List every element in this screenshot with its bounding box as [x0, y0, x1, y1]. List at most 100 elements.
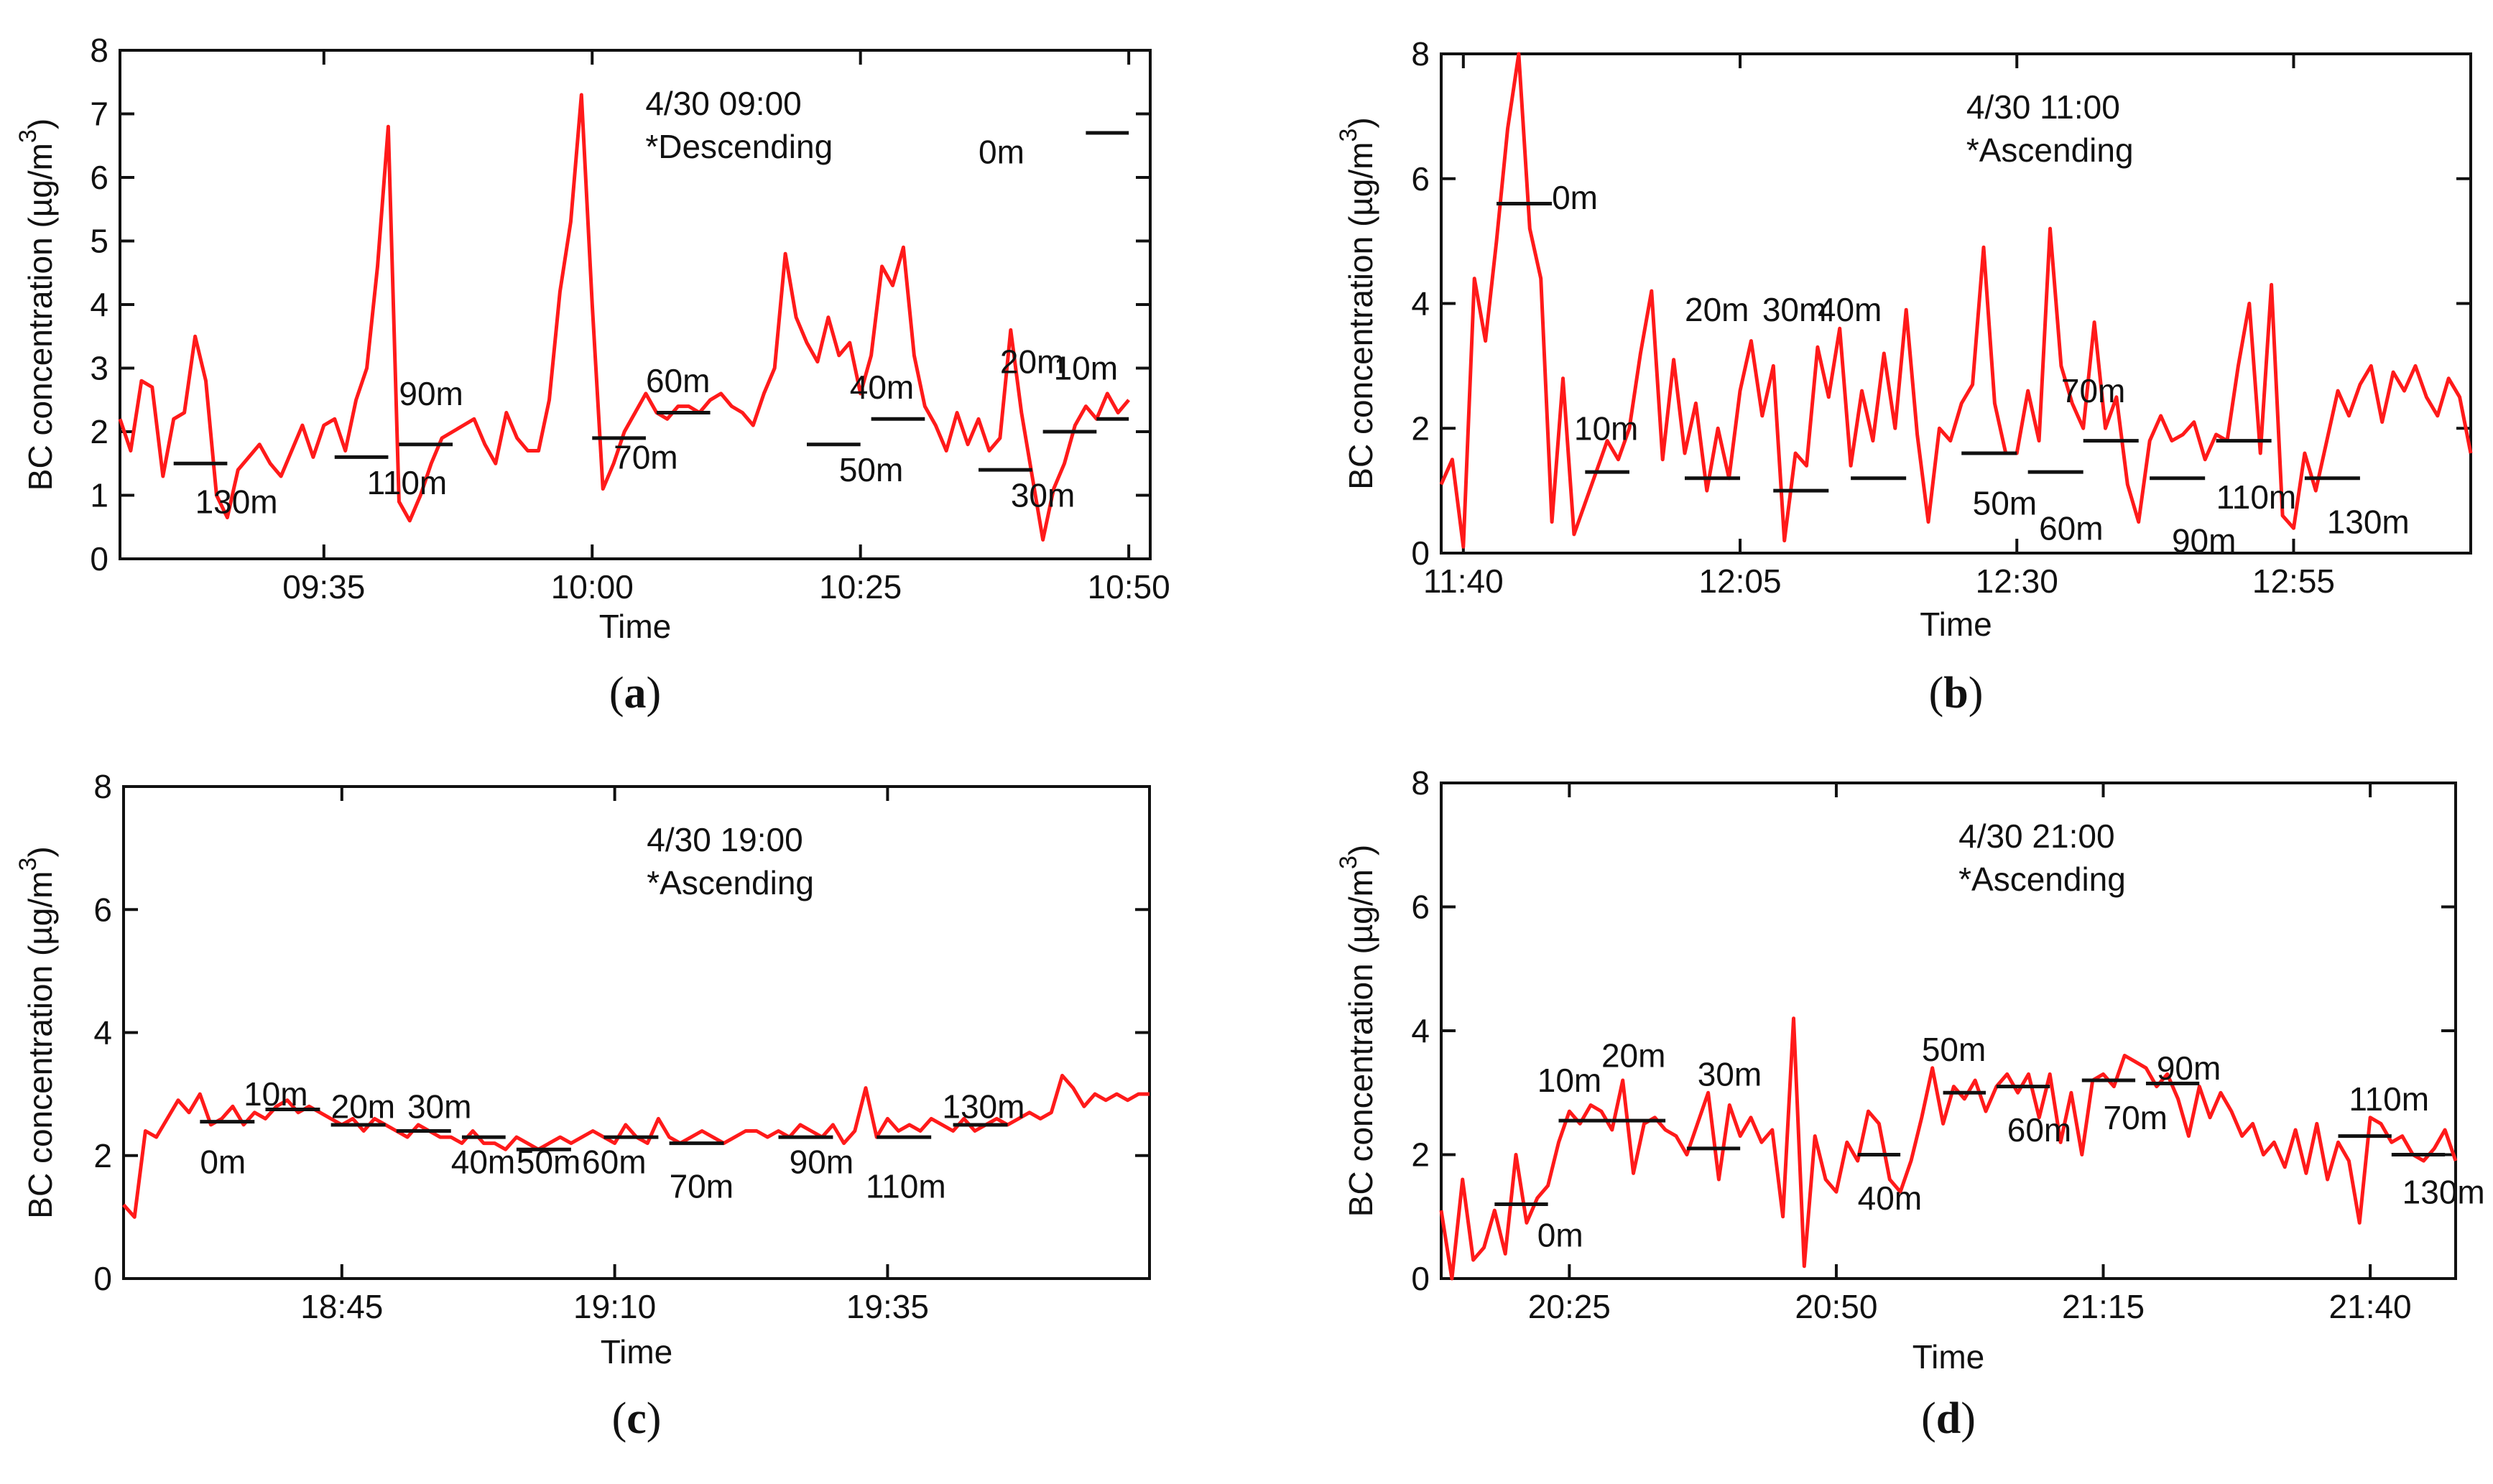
x-tick-label: 12:30: [1976, 562, 2058, 600]
y-tick-label: 4: [1411, 285, 1430, 323]
x-tick-label: 11:40: [1423, 562, 1504, 600]
annotation-direction: *Ascending: [1958, 861, 2126, 898]
y-axis-label-text: BC concentration (µg/m: [22, 143, 59, 491]
y-tick-label: 6: [1411, 160, 1430, 198]
x-axis-label: Time: [599, 608, 672, 645]
x-axis-label: Time: [1920, 606, 1992, 643]
level-label-40m: 40m: [1818, 291, 1882, 328]
y-tick-label: 8: [1411, 35, 1430, 73]
caption-letter: d: [1936, 1394, 1961, 1443]
y-axis-label: BC concentration (µg/m3): [14, 119, 59, 491]
y-tick-label: 4: [93, 1014, 112, 1052]
panel-caption: (a): [609, 669, 661, 718]
annotation-direction: *Ascending: [1966, 131, 2134, 169]
level-label-90m: 90m: [399, 375, 463, 412]
y-tick-label: 7: [90, 96, 108, 133]
series-line-bc: [1439, 1016, 2458, 1281]
y-tick-label: 6: [93, 891, 112, 928]
y-tick-label: 2: [90, 413, 108, 450]
level-label-110m: 110m: [2349, 1080, 2429, 1118]
x-tick-label: 20:25: [1528, 1288, 1611, 1325]
level-label-70m: 70m: [670, 1168, 734, 1205]
caption-open: (: [1929, 669, 1944, 718]
level-label-30m: 30m: [1698, 1055, 1762, 1093]
y-tick-label: 0: [93, 1260, 112, 1297]
level-label-130m: 130m: [195, 483, 278, 520]
level-label-10m: 10m: [1054, 350, 1118, 387]
x-tick-label: 19:10: [573, 1288, 656, 1325]
level-label-50m: 50m: [1922, 1031, 1986, 1068]
level-label-10m: 10m: [1574, 409, 1638, 447]
caption-open: (: [609, 669, 624, 718]
level-label-10m: 10m: [244, 1075, 307, 1113]
level-label-50m: 50m: [1973, 485, 2037, 522]
caption-letter: a: [624, 669, 647, 718]
y-tick-label: 8: [1411, 764, 1430, 802]
y-axis-label-superscript: 3: [1335, 129, 1362, 142]
x-tick-label: 21:15: [2062, 1288, 2145, 1325]
caption-close: ): [647, 1394, 662, 1443]
panel-caption: (c): [612, 1394, 662, 1443]
x-tick-label: 12:55: [2252, 562, 2335, 600]
y-axis-label-close: ): [22, 846, 59, 857]
x-tick-label: 10:25: [819, 568, 902, 606]
level-label-70m: 70m: [614, 438, 677, 476]
level-label-50m: 50m: [839, 451, 903, 488]
level-label-60m: 60m: [582, 1143, 646, 1180]
level-label-10m: 10m: [1537, 1062, 1601, 1099]
level-label-0m: 0m: [1537, 1217, 1583, 1254]
y-tick-label: 0: [90, 540, 108, 578]
level-label-90m: 90m: [2172, 522, 2236, 560]
level-label-20m: 20m: [1601, 1037, 1665, 1075]
y-axis-label-text: BC concentration (µg/m: [1342, 869, 1379, 1217]
level-label-20m: 20m: [331, 1088, 395, 1125]
y-axis-label: BC concentration (µg/m3): [1335, 845, 1379, 1217]
chart-panel-c: 0 2 4 6 8 18:45 19:10 19:35 0m 10m 20m 30m 40m 50m 60m…: [14, 768, 1151, 1443]
caption-open: (: [1921, 1394, 1936, 1443]
annotation-datetime: 4/30 21:00: [1958, 817, 2114, 855]
caption-close: ): [1969, 669, 1984, 718]
level-label-40m: 40m: [850, 368, 914, 406]
level-label-130m: 130m: [942, 1088, 1025, 1125]
level-label-20m: 20m: [1000, 343, 1064, 381]
level-label-40m: 40m: [451, 1143, 515, 1180]
x-tick-label: 20:50: [1795, 1288, 1877, 1325]
x-tick-label: 09:35: [282, 568, 365, 606]
y-axis-label-close: ): [1342, 117, 1379, 128]
y-tick-label: 8: [93, 768, 112, 805]
y-axis-label-text: BC concentration (µg/m: [22, 871, 59, 1219]
x-axis-label: Time: [601, 1333, 673, 1371]
level-label-50m: 50m: [517, 1143, 581, 1180]
panel-caption: (d): [1921, 1394, 1976, 1443]
level-label-30m: 30m: [1011, 477, 1075, 514]
level-label-110m: 110m: [2216, 478, 2297, 516]
y-tick-label: 6: [90, 159, 108, 196]
panel-caption: (b): [1929, 669, 1984, 718]
y-axis-label-superscript: 3: [14, 858, 42, 871]
x-tick-label: 18:45: [300, 1288, 383, 1325]
level-label-60m: 60m: [2007, 1111, 2071, 1149]
x-axis-label: Time: [1912, 1338, 1985, 1376]
caption-letter: b: [1943, 669, 1968, 718]
y-tick-label: 2: [1411, 1136, 1430, 1174]
y-tick-label: 5: [90, 223, 108, 260]
y-tick-label: 0: [1411, 534, 1430, 572]
y-tick-label: 0: [1411, 1260, 1430, 1297]
level-label-30m: 30m: [407, 1088, 471, 1125]
x-tick-label: 10:50: [1088, 568, 1170, 606]
level-label-60m: 60m: [2039, 509, 2103, 547]
level-label-40m: 40m: [1858, 1179, 1922, 1217]
y-axis-label-superscript: 3: [14, 129, 42, 143]
level-label-90m: 90m: [2157, 1049, 2221, 1087]
y-tick-label: 4: [1411, 1012, 1430, 1049]
series-line-bc: [118, 93, 1131, 542]
level-label-30m: 30m: [1762, 291, 1826, 328]
level-label-0m: 0m: [979, 134, 1025, 171]
annotation-direction: *Ascending: [647, 864, 814, 901]
annotation-datetime: 4/30 19:00: [647, 821, 803, 858]
caption-close: ): [1961, 1394, 1976, 1443]
level-label-130m: 130m: [2402, 1173, 2485, 1210]
